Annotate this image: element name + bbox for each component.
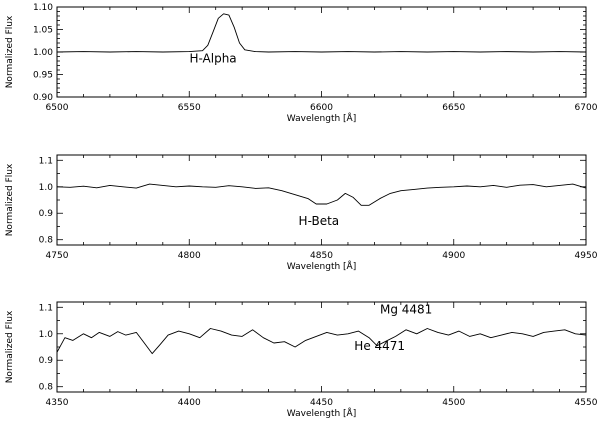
x-axis-label: Wavelength [Å] xyxy=(287,260,356,272)
x-tick-label: 4400 xyxy=(178,398,201,408)
x-tick-label: 4800 xyxy=(178,251,201,261)
y-tick-label: 0.8 xyxy=(39,236,54,246)
panel-h-alpha: 6500 6550 6600 6650 6700 0.90 0.95 1.00 1.05 1.10… xyxy=(5,3,598,124)
y-tick-label: 0.9 xyxy=(39,356,54,366)
panel-h-beta: 4750 4800 4850 4900 4950 0.8 0.9 1.0 1.1 Waveleng… xyxy=(5,154,598,272)
x-tick-label: 6550 xyxy=(178,103,201,113)
y-tick-label: 0.90 xyxy=(33,93,53,103)
y-tick-label: 1.0 xyxy=(39,330,54,340)
x-tick-label: 4350 xyxy=(46,398,69,408)
x-tick-label: 4450 xyxy=(310,398,333,408)
y-axis-label: Normalized Flux xyxy=(5,310,15,383)
y-tick-label: 1.1 xyxy=(39,156,53,166)
y-tick-label: 1.05 xyxy=(33,26,53,36)
x-tick-label: 6600 xyxy=(310,103,333,113)
y-tick-label: 0.8 xyxy=(39,383,54,393)
y-tick-label: 1.0 xyxy=(39,183,54,193)
annotation-mg-4481: Mg 4481 xyxy=(380,302,432,316)
x-tick-label: 4850 xyxy=(310,251,333,261)
x-tick-label: 4550 xyxy=(575,398,598,408)
series-line xyxy=(56,183,587,206)
series-line xyxy=(56,328,587,355)
y-tick-label: 0.9 xyxy=(39,209,54,219)
x-tick-label: 4750 xyxy=(46,251,69,261)
x-axis-label: Wavelength [Å] xyxy=(287,112,356,124)
x-tick-label: 6500 xyxy=(46,103,69,113)
y-axis-label: Normalized Flux xyxy=(5,163,15,236)
annotation-h-beta: H-Beta xyxy=(299,214,340,228)
x-tick-label: 4900 xyxy=(442,251,465,261)
y-axis-label: Normalized Flux xyxy=(5,15,15,88)
series-line xyxy=(56,13,587,53)
y-tick-label: 1.00 xyxy=(33,48,53,58)
y-tick-label: 0.95 xyxy=(33,71,53,81)
x-tick-label: 4950 xyxy=(575,251,598,261)
plot-frame xyxy=(56,154,587,246)
x-tick-label: 6650 xyxy=(442,103,465,113)
x-tick-label: 6700 xyxy=(575,103,598,113)
panel-mg-he: 4350 4400 4450 4500 4550 0.8 0.9 1.0 1.1 Waveleng… xyxy=(5,301,598,419)
y-tick-label: 1.1 xyxy=(39,303,53,313)
plot-frame xyxy=(56,301,587,393)
annotation-h-alpha: H-Alpha xyxy=(189,52,236,66)
x-axis-label: Wavelength [Å] xyxy=(287,407,356,419)
annotation-he-4471: He 4471 xyxy=(354,339,405,353)
x-tick-label: 4500 xyxy=(442,398,465,408)
y-tick-label: 1.10 xyxy=(33,3,53,13)
